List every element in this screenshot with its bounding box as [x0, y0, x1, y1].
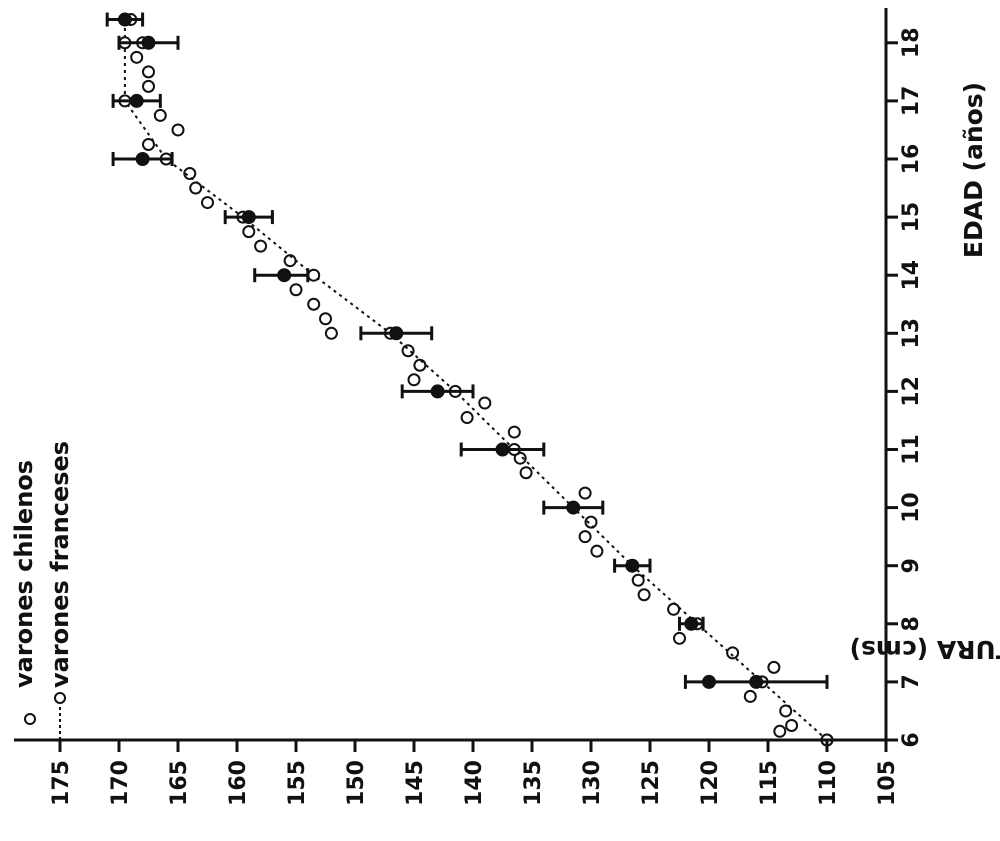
- chilean-point: [631, 573, 645, 587]
- chilean-point: [673, 631, 686, 645]
- chilean-point: [289, 283, 303, 297]
- chilean-point: [590, 544, 604, 558]
- chilean-point: [142, 79, 155, 93]
- chilean-point: [407, 373, 421, 387]
- chilean-point: [242, 225, 256, 239]
- chilean-point: [779, 704, 793, 718]
- height-tick-label: 135: [521, 760, 546, 806]
- height-tick-label: 130: [580, 760, 605, 806]
- height-ticks: 105 110 115 120 125 130 135 140 145 150 155 160 165 1…: [49, 740, 900, 806]
- chilean-point: [578, 486, 592, 500]
- mean-point: [566, 500, 581, 515]
- chilean-point: [189, 181, 203, 195]
- chilean-point: [584, 515, 598, 529]
- age-tick-label: 13: [899, 318, 924, 349]
- series-2: [105, 12, 829, 689]
- chilean-point: [142, 65, 155, 79]
- chilean-point: [667, 602, 681, 616]
- height-tick-label: 120: [698, 760, 723, 806]
- mean-point: [430, 384, 445, 399]
- mean-point: [702, 674, 716, 689]
- chilean-point: [307, 297, 321, 311]
- height-tick-label: 155: [285, 760, 310, 806]
- chilean-point: [726, 646, 740, 660]
- x-axis-title: EDAD (años): [959, 82, 988, 258]
- height-tick-label: 160: [226, 760, 251, 806]
- height-tick-label: 170: [108, 760, 133, 806]
- mean-point: [129, 93, 144, 108]
- mean-point: [135, 152, 150, 166]
- plot-area: [105, 12, 834, 747]
- age-tick-label: 7: [899, 674, 924, 689]
- mean-point: [625, 558, 640, 573]
- mean-point: [389, 326, 404, 341]
- chilean-point: [171, 123, 185, 137]
- chilean-point: [130, 50, 144, 64]
- mean-point: [684, 616, 699, 631]
- chilean-point: [513, 451, 527, 465]
- age-tick-label: 18: [899, 27, 924, 58]
- age-tick-label: 6: [899, 732, 924, 747]
- chilean-point: [519, 466, 533, 480]
- age-tick-label: 11: [899, 434, 924, 465]
- chilean-point: [578, 530, 592, 544]
- age-tick-label: 12: [899, 376, 924, 407]
- axes: 6 7 8 9 10 11 12 13 14 15 16 17 18 105 110 115 120 125 13…: [14, 8, 924, 806]
- mean-point: [495, 442, 510, 457]
- series-1: [118, 13, 834, 747]
- chilean-point: [324, 326, 338, 340]
- chilean-point: [767, 660, 781, 674]
- chilean-point: [773, 724, 787, 738]
- legend-label-franceses: varones franceses: [46, 441, 74, 688]
- height-tick-label: 125: [639, 760, 664, 806]
- y-axis-title: ESTATURA (cms): [850, 635, 1000, 664]
- height-tick-label: 140: [462, 760, 487, 806]
- age-tick-label: 8: [899, 616, 924, 631]
- age-ticks: 6 7 8 9 10 11 12 13 14 15 16 17 18: [886, 27, 924, 748]
- chilean-point: [743, 689, 757, 703]
- age-tick-label: 16: [899, 144, 924, 175]
- age-tick-label: 17: [899, 86, 924, 117]
- chilean-point: [637, 588, 651, 602]
- age-tick-label: 14: [899, 260, 924, 291]
- height-tick-label: 175: [49, 760, 74, 806]
- chilean-point: [153, 108, 167, 122]
- height-tick-label: 110: [816, 760, 841, 806]
- french-reference-line: [123, 19, 828, 741]
- legend-label-chilenos: varones chilenos: [10, 460, 38, 688]
- chilean-point: [201, 196, 214, 210]
- chilean-point: [460, 411, 474, 425]
- age-tick-label: 9: [899, 558, 924, 573]
- legend-marker-chilenos: [24, 713, 36, 725]
- series-0: [124, 13, 834, 747]
- height-tick-label: 145: [403, 760, 428, 806]
- chilean-point: [507, 425, 521, 439]
- french-point: [307, 268, 321, 282]
- chilean-point: [254, 239, 268, 253]
- legend-marker-franceses: [54, 692, 66, 704]
- age-tick-label: 15: [899, 202, 924, 233]
- mean-point: [277, 268, 292, 283]
- mean-point: [117, 12, 132, 27]
- chilean-point: [319, 312, 332, 326]
- height-tick-label: 115: [757, 760, 782, 806]
- height-tick-label: 105: [875, 760, 900, 806]
- chilean-point: [785, 718, 799, 732]
- mean-point: [141, 35, 156, 50]
- mean-point: [241, 210, 256, 225]
- chilean-point: [401, 344, 415, 358]
- mean-point: [749, 674, 764, 689]
- chilean-point: [142, 137, 155, 151]
- height-tick-label: 150: [344, 760, 369, 806]
- chilean-point: [478, 396, 492, 410]
- chilean-point: [183, 167, 197, 181]
- height-tick-label: 165: [167, 760, 192, 806]
- age-tick-label: 10: [899, 492, 924, 523]
- chilean-point: [413, 358, 427, 372]
- legend: varones chilenos varones franceses: [10, 441, 74, 740]
